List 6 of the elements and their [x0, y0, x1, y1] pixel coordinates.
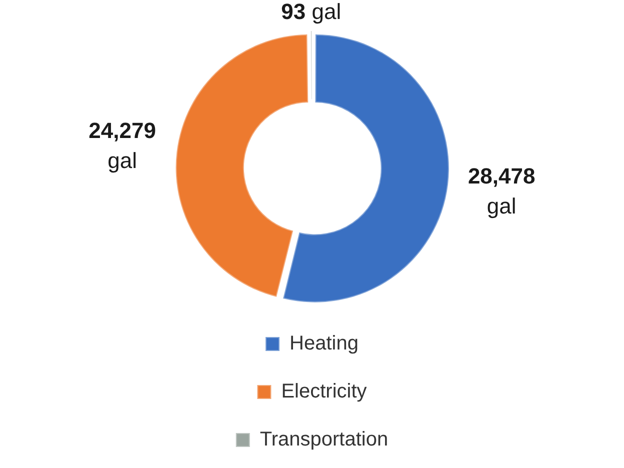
legend-label: Transportation [260, 428, 388, 451]
legend-label: Electricity [281, 380, 367, 403]
data-label: 93 gal [281, 0, 342, 24]
data-label: 24,279 gal [88, 118, 156, 173]
data-label: 28,478 gal [468, 163, 536, 218]
legend-label: Heating [290, 332, 358, 355]
